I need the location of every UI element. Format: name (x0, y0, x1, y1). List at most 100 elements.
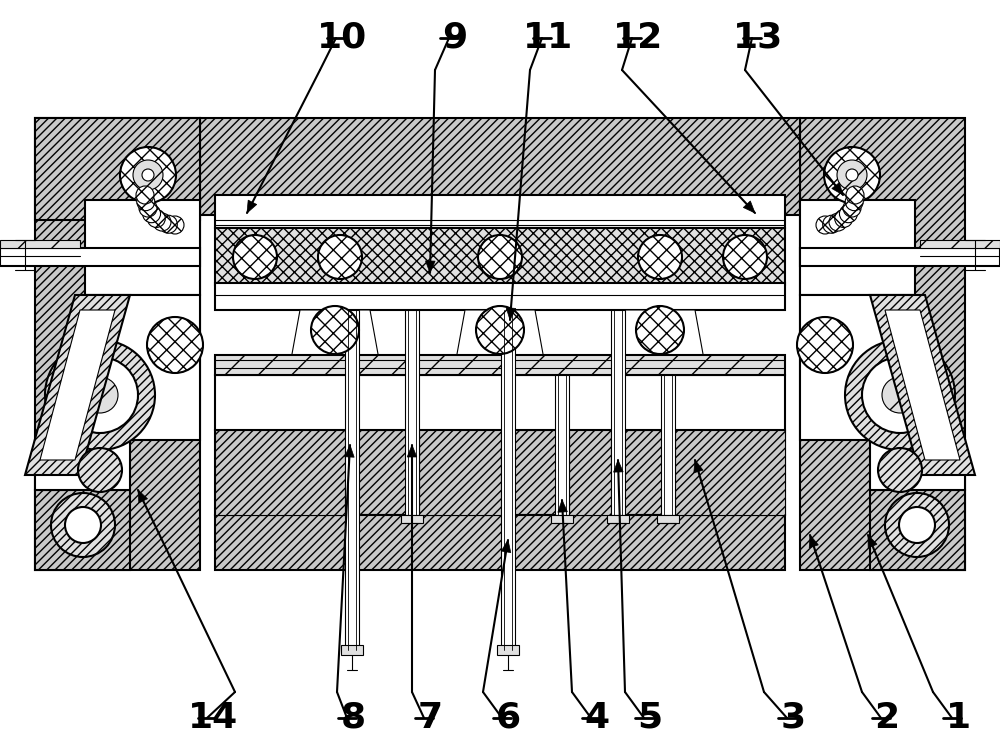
Circle shape (835, 210, 853, 228)
Polygon shape (870, 295, 975, 475)
Circle shape (120, 147, 176, 203)
Circle shape (837, 160, 867, 190)
Circle shape (159, 216, 177, 234)
Bar (607, 515, 629, 523)
Text: 8: 8 (340, 701, 366, 735)
Text: 6: 6 (495, 701, 521, 735)
Circle shape (845, 340, 955, 450)
Polygon shape (215, 430, 345, 515)
Polygon shape (425, 261, 435, 273)
Circle shape (311, 306, 359, 354)
Text: 12: 12 (613, 21, 663, 55)
Text: 4: 4 (584, 701, 610, 735)
Bar (345, 310, 359, 650)
Circle shape (142, 169, 154, 181)
Text: 11: 11 (523, 21, 573, 55)
Polygon shape (800, 118, 965, 570)
Text: 5: 5 (637, 701, 663, 735)
Circle shape (882, 377, 918, 413)
Polygon shape (85, 295, 200, 440)
Text: 7: 7 (417, 701, 443, 735)
Polygon shape (345, 445, 354, 457)
Text: 2: 2 (874, 701, 900, 735)
Circle shape (136, 186, 154, 204)
Polygon shape (694, 460, 703, 473)
Circle shape (143, 205, 161, 223)
Circle shape (478, 235, 522, 279)
Bar (661, 375, 675, 515)
Polygon shape (809, 535, 818, 548)
Bar (611, 310, 625, 515)
Polygon shape (455, 310, 545, 365)
Circle shape (824, 147, 880, 203)
Polygon shape (85, 200, 200, 295)
Circle shape (723, 235, 767, 279)
Polygon shape (35, 118, 200, 220)
Circle shape (147, 317, 203, 373)
Polygon shape (419, 430, 501, 515)
Polygon shape (138, 490, 148, 503)
Text: 10: 10 (317, 21, 367, 55)
Polygon shape (290, 310, 380, 365)
Circle shape (839, 205, 857, 223)
Bar (0, 248, 200, 266)
Circle shape (829, 213, 847, 231)
Circle shape (846, 186, 864, 204)
Circle shape (233, 235, 277, 279)
Circle shape (166, 216, 184, 234)
Bar (551, 515, 573, 523)
Circle shape (878, 448, 922, 492)
Circle shape (62, 357, 138, 433)
Circle shape (843, 199, 861, 217)
Bar (497, 645, 519, 655)
Polygon shape (800, 200, 915, 295)
Circle shape (133, 160, 163, 190)
Polygon shape (569, 430, 611, 515)
Polygon shape (247, 200, 257, 213)
Circle shape (476, 306, 524, 354)
Polygon shape (743, 201, 755, 213)
Text: 3: 3 (780, 701, 806, 735)
Polygon shape (501, 540, 511, 553)
Polygon shape (870, 490, 965, 570)
Polygon shape (215, 430, 785, 515)
Polygon shape (675, 430, 785, 515)
Circle shape (45, 340, 155, 450)
Circle shape (636, 306, 684, 354)
Circle shape (51, 493, 115, 557)
Circle shape (899, 507, 935, 543)
Polygon shape (25, 295, 130, 475)
Circle shape (78, 448, 122, 492)
Polygon shape (215, 283, 785, 310)
Polygon shape (35, 490, 130, 570)
Circle shape (816, 216, 834, 234)
Polygon shape (215, 515, 785, 570)
Circle shape (65, 507, 101, 543)
Circle shape (823, 216, 841, 234)
Polygon shape (832, 182, 843, 195)
Circle shape (318, 235, 362, 279)
Circle shape (862, 357, 938, 433)
Bar (401, 515, 423, 523)
Polygon shape (35, 440, 130, 490)
Polygon shape (40, 310, 115, 460)
Polygon shape (215, 355, 785, 375)
Bar (555, 375, 569, 515)
Bar (920, 240, 1000, 248)
Polygon shape (800, 295, 915, 440)
Circle shape (845, 193, 863, 211)
Polygon shape (35, 118, 200, 570)
Polygon shape (215, 195, 785, 228)
Polygon shape (215, 228, 785, 285)
Text: 13: 13 (733, 21, 783, 55)
Text: 9: 9 (442, 21, 468, 55)
Bar (800, 248, 1000, 266)
Text: 1: 1 (945, 701, 971, 735)
Bar (341, 645, 363, 655)
Polygon shape (885, 310, 960, 460)
Polygon shape (215, 375, 785, 430)
Polygon shape (614, 460, 623, 472)
Circle shape (797, 317, 853, 373)
Circle shape (638, 235, 682, 279)
Bar (657, 515, 679, 523)
